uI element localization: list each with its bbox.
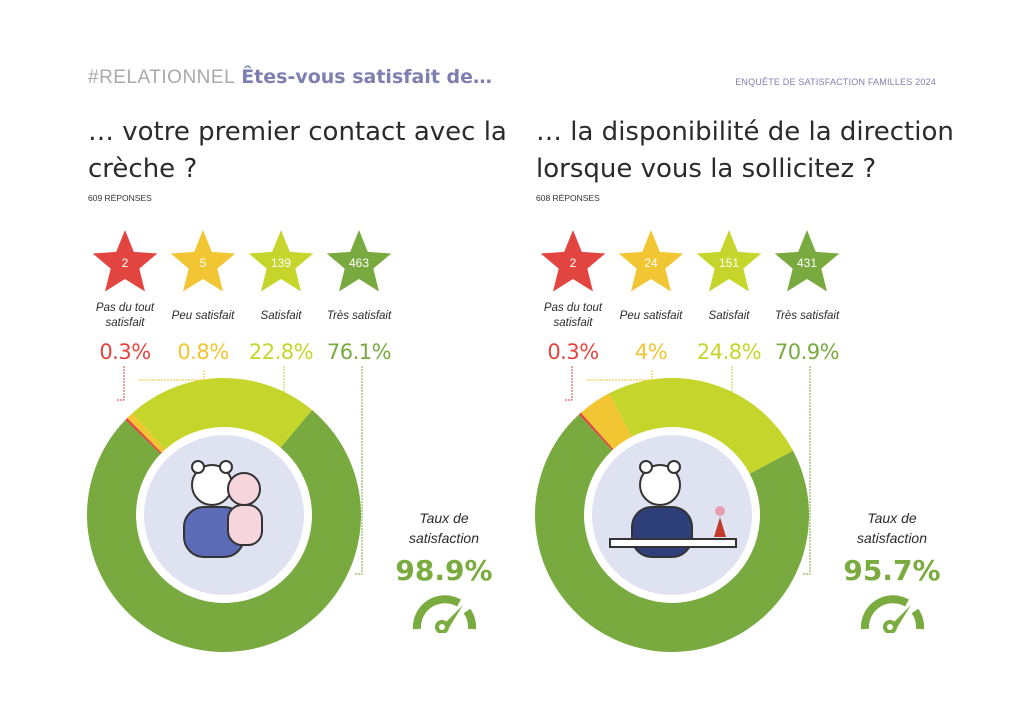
star-icon (170, 230, 236, 292)
rating-percent: 70.9% (774, 340, 840, 364)
rating-percent: 0.3% (547, 340, 599, 364)
satisfaction-rate: Taux de satisfaction 95.7% (832, 508, 952, 637)
rating-count: 24 (644, 256, 658, 270)
rating-label: Satisfait (260, 309, 302, 322)
response-count: 608 RÉPONSES (536, 193, 600, 203)
donut-slice-dissatisfied (580, 393, 632, 450)
rating-label: Peu satisfait (619, 309, 683, 322)
donut-slice-very-dissatisfied (125, 418, 162, 454)
rating-count: 431 (796, 256, 818, 270)
rating-item: 5 Peu satisfait 0.8% (168, 228, 238, 364)
rating-item: 431 Très satisfait 70.9% (772, 228, 842, 364)
rating-label: Très satisfait (326, 309, 392, 322)
star-icon (540, 230, 606, 292)
rating-percent: 24.8% (696, 340, 762, 364)
star-icon (248, 230, 314, 292)
donut-slice-satisfied (609, 378, 793, 474)
donut-slice-dissatisfied (127, 413, 166, 453)
chart-title: … la disponibilité de la direction lorsq… (536, 117, 954, 184)
rating-count: 139 (270, 256, 292, 270)
rating-count: 151 (718, 256, 740, 270)
rating-count: 5 (199, 256, 207, 270)
rating-percent: 76.1% (326, 340, 392, 364)
chart-title: … votre premier contact avec la crèche ? (88, 117, 507, 184)
rating-percent: 4% (634, 340, 668, 364)
star-icon (618, 230, 684, 292)
donut-chart (535, 378, 809, 652)
bear-illustration (144, 435, 304, 595)
rating-percent: 0.8% (177, 340, 229, 364)
gauge-icon (860, 595, 925, 634)
star-icon (92, 230, 158, 292)
donut-slice-very-satisfied (87, 410, 361, 652)
rating-label: Pas du tout satisfait (543, 302, 603, 329)
donut-slice-very-satisfied (535, 414, 809, 652)
star-icon (696, 230, 762, 292)
star-icon (326, 230, 392, 292)
rating-label: Peu satisfait (171, 309, 235, 322)
rating-item: 463 Très satisfait 76.1% (324, 228, 394, 364)
rating-label: Pas du tout satisfait (95, 302, 155, 329)
rating-count: 463 (348, 256, 370, 270)
rating-item: 151 Satisfait 24.8% (694, 228, 764, 364)
donut-slice-very-dissatisfied (578, 412, 614, 451)
rate-label: Taux de satisfaction (856, 510, 928, 546)
section-tag: #RELATIONNEL (88, 67, 236, 88)
rating-label: Satisfait (708, 309, 750, 322)
survey-title: ENQUÊTE DE SATISFACTION FAMILLES 2024 (735, 77, 936, 87)
rating-percent: 22.8% (248, 340, 314, 364)
rating-label: Très satisfait (774, 309, 840, 322)
rate-value: 95.7% (843, 554, 941, 587)
rating-item: 2 Pas du tout satisfait 0.3% (538, 228, 608, 364)
rate-label: Taux de satisfaction (408, 510, 480, 546)
star-icon (774, 230, 840, 292)
gauge-icon (412, 595, 477, 634)
rating-item: 2 Pas du tout satisfait 0.3% (90, 228, 160, 364)
rate-value: 98.9% (395, 554, 493, 587)
rating-count: 2 (569, 256, 577, 270)
rating-count: 2 (121, 256, 129, 270)
bear-illustration (592, 435, 752, 595)
page-header: #RELATIONNEL Êtes-vous satisfait de… (88, 66, 492, 89)
rating-item: 139 Satisfait 22.8% (246, 228, 316, 364)
chart-panel-direction: … la disponibilité de la direction lorsq… (535, 0, 984, 725)
donut-chart (87, 377, 361, 652)
section-question: Êtes-vous satisfait de… (241, 66, 493, 88)
rating-item: 24 Peu satisfait 4% (616, 228, 686, 364)
chart-panel-contact: … votre premier contact avec la crèche ?… (87, 0, 536, 725)
rating-percent: 0.3% (99, 340, 151, 364)
satisfaction-rate: Taux de satisfaction 98.9% (384, 508, 504, 637)
donut-slice-satisfied (132, 377, 313, 450)
response-count: 609 RÉPONSES (88, 193, 152, 203)
